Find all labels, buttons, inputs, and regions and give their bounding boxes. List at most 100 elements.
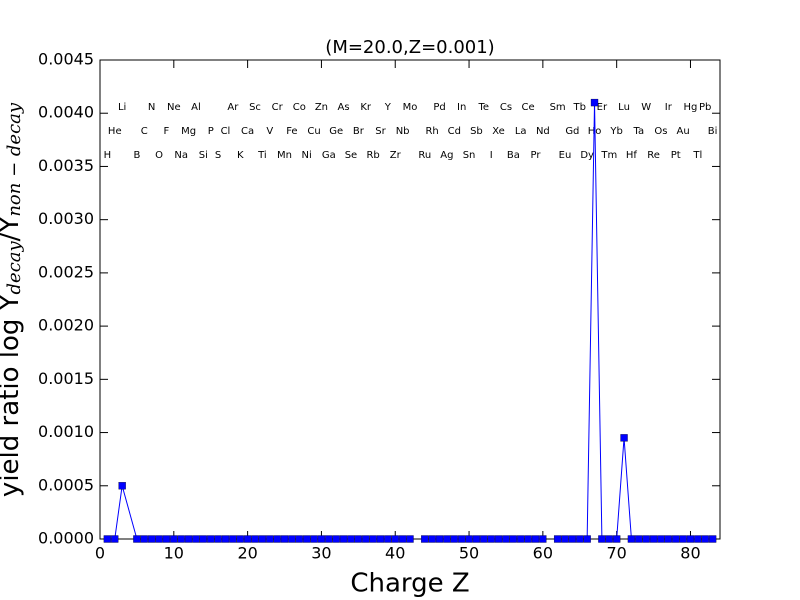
data-point [672,535,680,543]
data-point [708,535,717,543]
element-label: Mg [181,126,196,137]
data-point [266,535,274,543]
element-label: Er [597,102,608,113]
data-point [391,535,399,543]
data-point [369,535,377,543]
element-label: Ru [418,150,431,161]
element-label: H [104,150,112,161]
element-label: P [208,126,214,137]
element-label: O [155,150,163,161]
element-label: Eu [559,150,572,161]
element-label: Li [118,102,126,113]
element-label: Dy [580,150,594,161]
data-point [192,535,200,543]
element-label: La [515,126,527,137]
data-point [568,535,577,543]
data-point [362,535,370,543]
data-point [354,535,362,543]
element-label: Nb [396,126,410,137]
y-tick-label: 0.0045 [38,50,94,69]
data-point [332,535,340,543]
element-label: Ga [322,150,336,161]
element-label: Ni [302,150,312,161]
data-point [480,535,488,543]
y-tick-label: 0.0035 [38,156,94,175]
data-point [376,535,385,543]
data-point [251,535,259,543]
data-point [598,535,606,543]
data-point [421,535,429,543]
data-point [509,535,517,543]
data-point [590,98,599,107]
element-label: Tm [600,150,617,161]
data-point [347,535,355,543]
data-point [524,535,532,543]
element-label: I [490,150,493,161]
y-tick-label: 0.0015 [38,369,94,388]
element-label: Hg [684,102,698,113]
y-axis-label: yield ratio log Ydecay/Ynon − decay [0,102,25,497]
element-label: In [457,102,466,113]
data-point [472,535,481,543]
element-label: Ca [241,126,254,137]
x-tick-label: 30 [311,544,331,563]
element-label: Xe [492,126,505,137]
x-tick-label: 0 [95,544,105,563]
element-label: Tl [692,150,702,161]
x-tick-label: 60 [533,544,553,563]
element-label: Zn [315,102,328,113]
data-point [435,535,444,543]
element-label: Sn [463,150,476,161]
data-point [384,535,392,543]
element-label: Ne [167,102,181,113]
y-tick-label: 0.0000 [38,529,94,548]
x-axis-label: Charge Z [350,569,469,599]
element-label: Ce [522,102,535,113]
data-point [339,535,348,543]
element-label: Mn [277,150,292,161]
data-point [303,535,311,543]
element-label: Sm [550,102,566,113]
element-label: Pd [433,102,445,113]
element-label: Sc [249,102,261,113]
element-label: C [141,126,148,137]
data-point [576,535,584,543]
element-label: Cs [500,102,512,113]
data-point [679,535,687,543]
data-point [398,535,407,543]
data-point [310,535,318,543]
data-point [664,535,672,543]
element-label: Re [647,150,660,161]
element-label: Ge [329,126,343,137]
y-label-subscript: non − decay [4,102,25,217]
element-label: Nd [536,126,550,137]
data-point [214,535,222,543]
element-label: Lu [618,102,630,113]
data-point [613,535,621,543]
element-label: B [133,150,140,161]
element-label: Ar [227,102,239,113]
y-tick-label: 0.0030 [38,209,94,228]
data-point [502,535,510,543]
chart-title: (M=20.0,Z=0.001) [325,37,494,58]
data-point [140,535,148,543]
data-point [531,535,540,543]
data-point [627,535,636,543]
data-point [243,535,252,543]
element-label: Rh [425,126,438,137]
data-point [155,535,163,543]
y-label-subscript: decay [4,240,25,294]
data-point [649,535,658,543]
data-point [406,535,414,543]
data-point [280,535,289,543]
element-label: Pt [671,150,681,161]
element-label: Sb [470,126,483,137]
data-point [221,535,230,543]
element-label: Br [353,126,365,137]
element-label: Na [174,150,188,161]
element-label: Tb [573,102,586,113]
x-tick-label: 50 [459,544,479,563]
element-label: Cr [272,102,284,113]
data-point [111,535,119,543]
